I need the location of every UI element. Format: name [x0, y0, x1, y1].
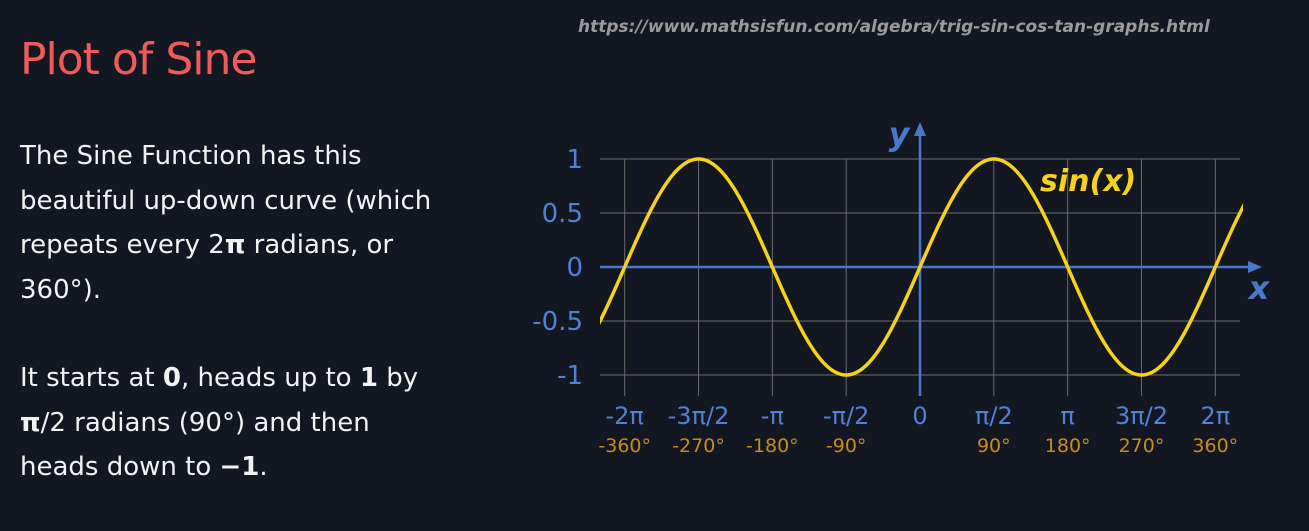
paragraph-2-line-1-end: by [377, 363, 419, 393]
curve-layer [600, 157, 1243, 377]
paragraph-2-line-2-end: /2 radians (90°) and then [40, 407, 370, 438]
x-degree-label: -270° [672, 435, 725, 457]
paragraph-2-line-3-start: heads down to [20, 452, 220, 482]
x-degree-label: -360° [598, 435, 651, 457]
source-url: https://www.mathsisfun.com/algebra/trig-… [578, 17, 1210, 37]
x-axis-arrow [1248, 261, 1262, 273]
x-degree-label: 180° [1045, 435, 1091, 457]
tick-labels: 1 0.5 0 -0.5 -1 -2π -360° -3π/2 -270° -π -180° -π/2… [532, 145, 1238, 457]
zero-value: 0 [162, 363, 181, 393]
x-tick-label: π/2 [975, 402, 1013, 430]
sine-curve [600, 157, 1243, 377]
pi-symbol-2: π [20, 407, 41, 438]
paragraph-1-line-1: The Sine Function has this [20, 141, 362, 171]
y-tick-label: 0 [566, 253, 583, 283]
paragraph-1-line-3: repeats every 2π radians, or [20, 223, 520, 268]
paragraph-1-line-3-end: radians, or [245, 230, 394, 260]
y-tick-label: 0.5 [542, 199, 583, 229]
paragraph-1-line-2: beautiful up-down curve (which [20, 185, 432, 216]
x-degree-label: -180° [746, 435, 799, 457]
x-tick-label: 2π [1200, 402, 1230, 430]
y-tick-label: -0.5 [532, 307, 583, 337]
curve-label: sin(x) [1040, 164, 1136, 199]
x-tick-label: -2π [605, 402, 643, 430]
paragraph-1-line-3-start: repeats every 2 [20, 230, 225, 260]
x-tick-label: 0 [912, 402, 927, 430]
y-tick-label: 1 [566, 145, 583, 175]
description-paragraph-2: It starts at 0, heads up to 1 by π/2 rad… [20, 356, 520, 490]
y-tick-label: -1 [557, 361, 583, 391]
y-axis-arrow [914, 122, 926, 136]
y-axis-label: y [889, 115, 911, 153]
neg-one-value: −1 [219, 452, 260, 482]
x-axis-label: x [1247, 269, 1271, 307]
page-title: Plot of Sine [20, 34, 257, 85]
x-degree-label: 90° [977, 435, 1011, 457]
paragraph-1-line-4: 360°). [20, 274, 102, 305]
paragraph-2-line-1-start: It starts at [20, 363, 163, 393]
labels: y x sin(x) [889, 115, 1271, 307]
paragraph-2-line-3: heads down to −1. [20, 445, 520, 490]
description-paragraph-1: The Sine Function has this beautiful up-… [20, 134, 520, 312]
one-value: 1 [359, 363, 378, 393]
paragraph-2-line-1: It starts at 0, heads up to 1 by [20, 356, 520, 401]
x-tick-label: -π/2 [823, 402, 869, 430]
x-degree-label: 270° [1119, 435, 1165, 457]
x-tick-label: 3π/2 [1115, 402, 1168, 430]
paragraph-2-line-2: π/2 radians (90°) and then [20, 401, 520, 446]
paragraph-2-line-1-mid: , heads up to [180, 363, 360, 393]
x-tick-label: -π [761, 402, 784, 430]
pi-symbol: π [224, 230, 246, 260]
x-degree-label: 360° [1192, 435, 1238, 457]
paragraph-2-line-3-end: . [259, 452, 268, 482]
x-tick-label: π [1060, 402, 1074, 430]
axes [600, 122, 1262, 396]
x-degree-label: -90° [826, 435, 867, 457]
x-tick-label: -3π/2 [668, 402, 730, 430]
